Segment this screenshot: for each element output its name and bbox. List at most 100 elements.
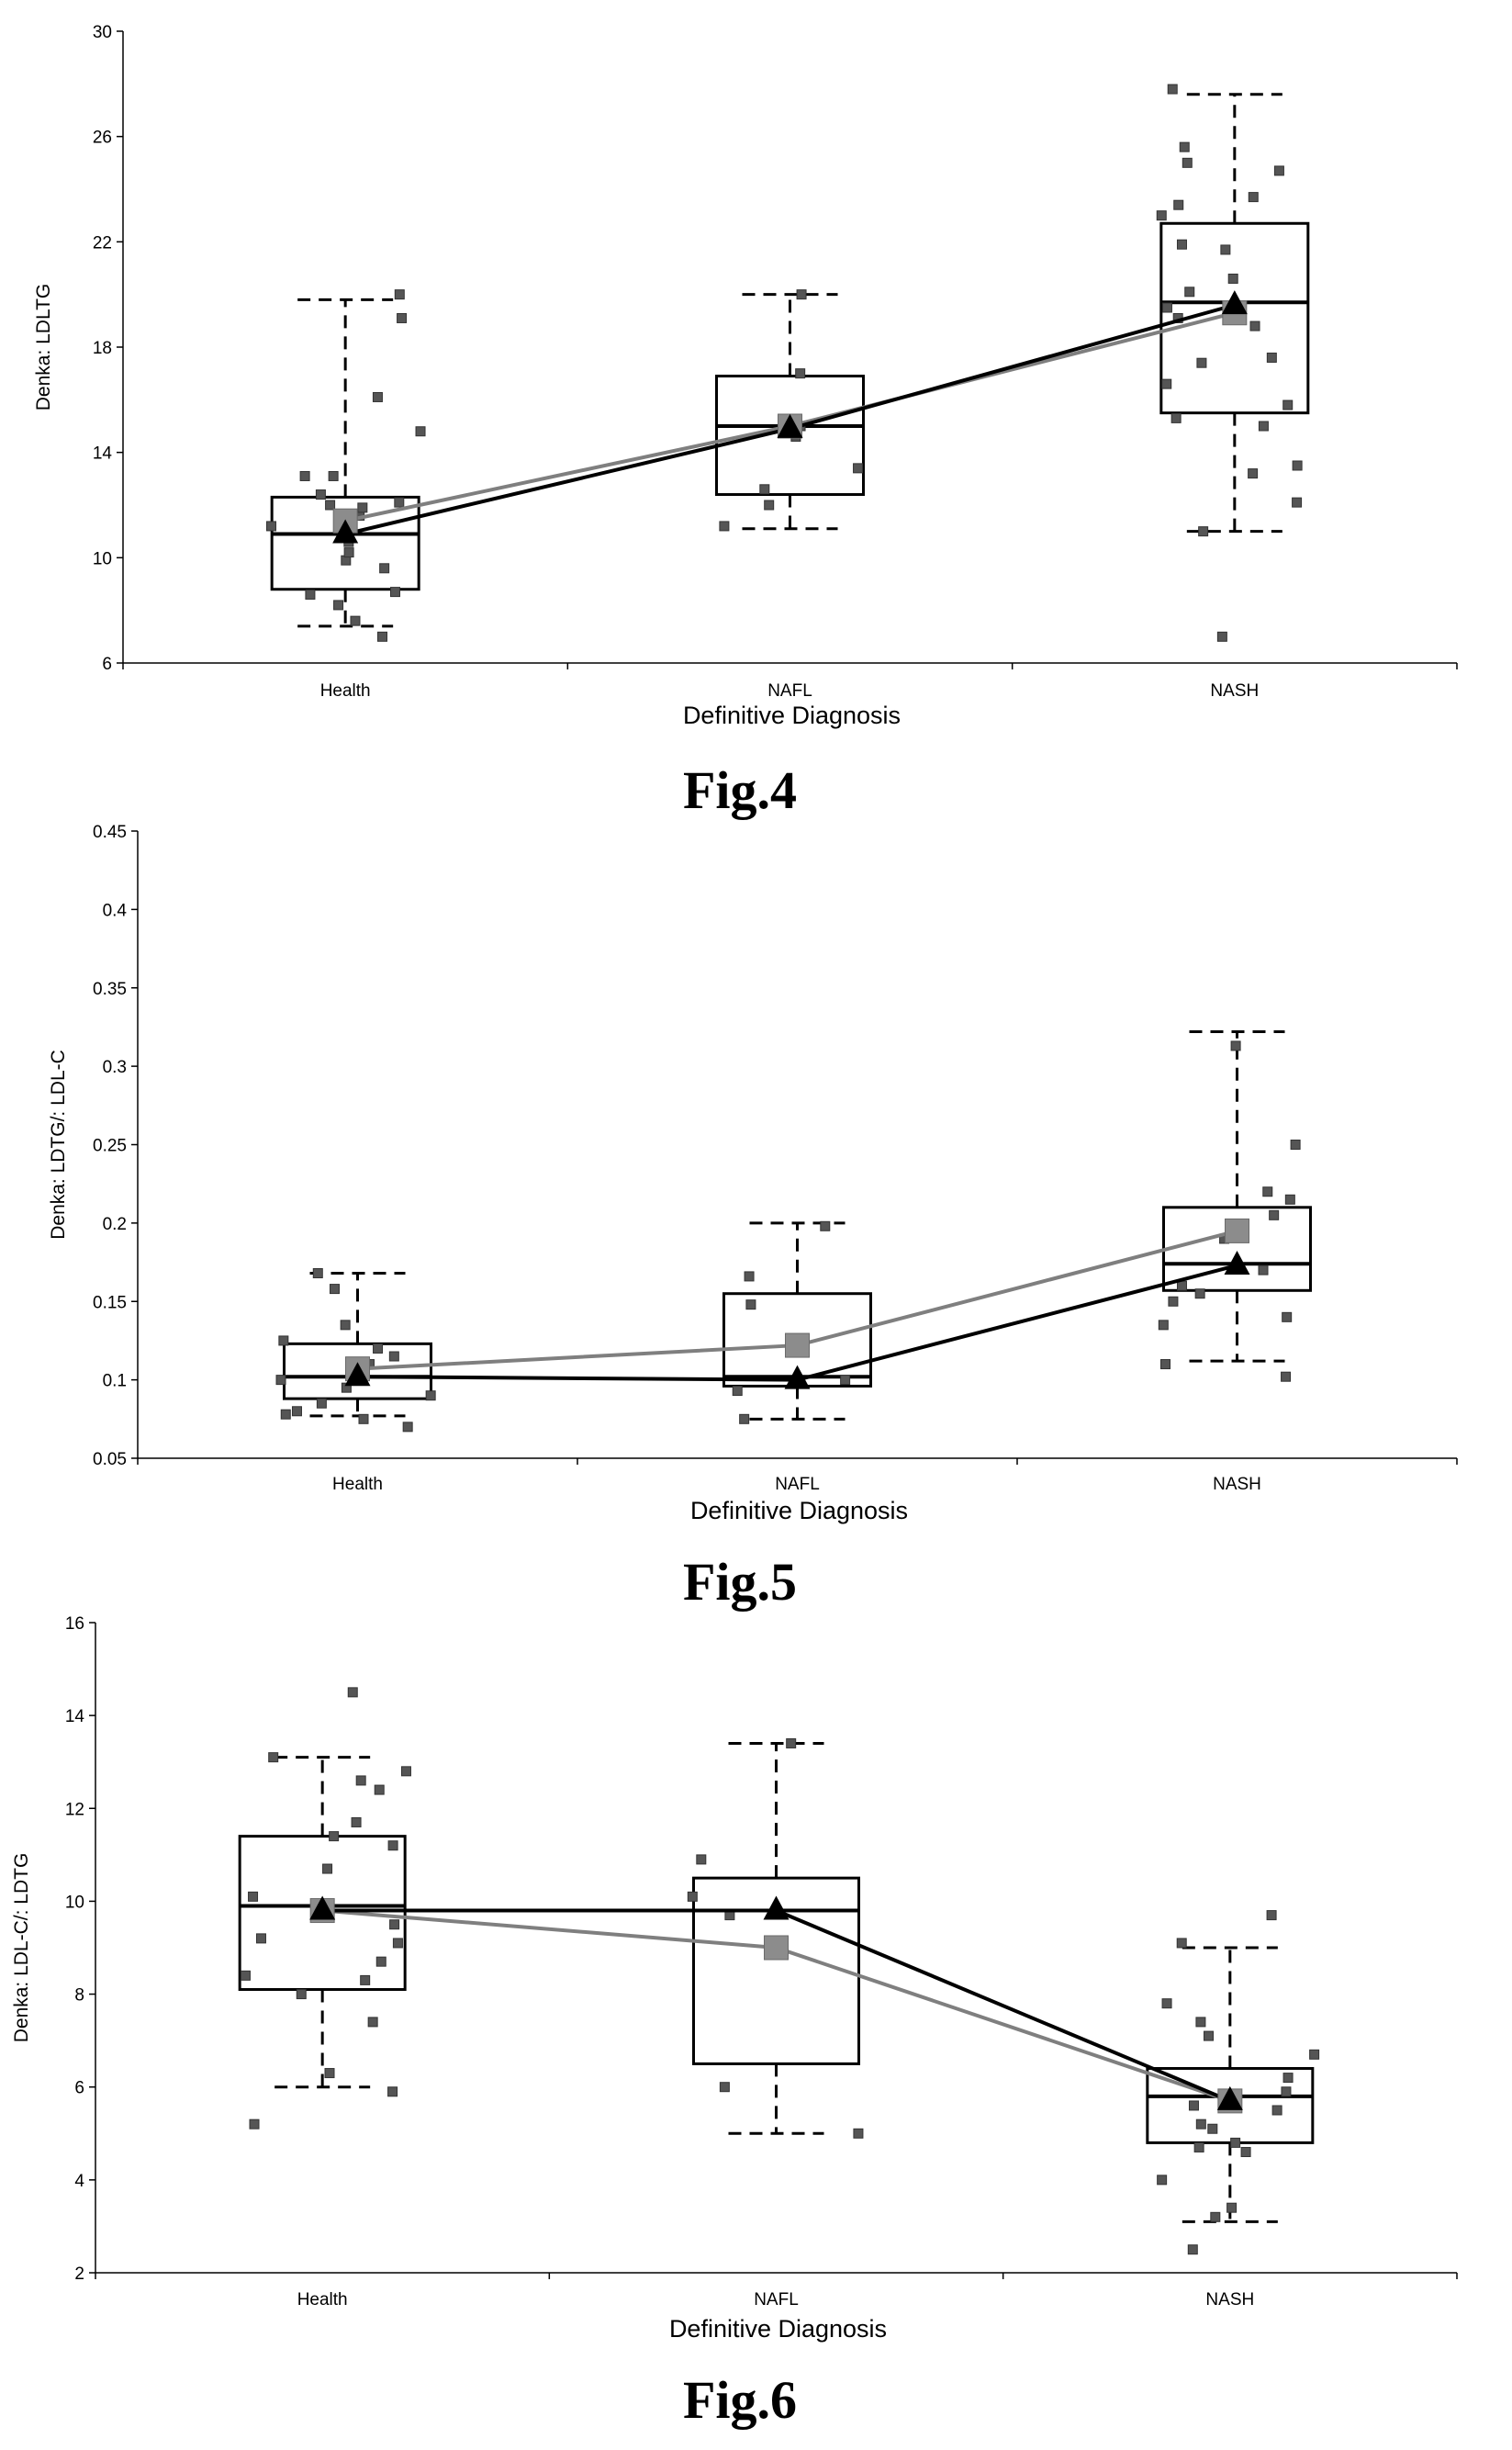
data-point: [374, 1784, 385, 1795]
y-axis-label: Denka: LDTG/: LDL-C: [48, 1050, 69, 1240]
y-tick-label: 0.45: [93, 823, 127, 842]
data-point: [340, 1320, 351, 1331]
x-axis-label: Definitive Diagnosis: [669, 2315, 887, 2343]
data-point: [1266, 1910, 1277, 1921]
data-point: [255, 1933, 266, 1944]
data-point: [372, 391, 383, 402]
data-point: [1216, 631, 1227, 642]
data-point: [328, 470, 339, 481]
data-point: [1226, 2202, 1238, 2213]
y-tick-label: 0.05: [93, 1450, 127, 1469]
data-point: [1284, 1194, 1295, 1205]
data-point: [1240, 2147, 1251, 2158]
box-iqr: [1146, 2066, 1315, 2144]
data-point: [786, 1737, 797, 1748]
y-tick-label: 0.25: [93, 1137, 127, 1156]
category-label: NASH: [1213, 1475, 1261, 1494]
data-point: [360, 1974, 371, 1985]
data-point: [402, 1422, 413, 1433]
triangle-marker: [763, 1895, 790, 1920]
y-tick-label: 6: [74, 2079, 84, 2098]
data-point: [299, 470, 310, 481]
y-tick-label: 0.4: [103, 901, 128, 920]
data-point: [820, 1220, 831, 1231]
data-point: [1161, 302, 1172, 313]
chart-3: 2 4 6 8 10 12 14 16 Health NAFL NASH Definitive Dia…: [11, 1614, 1458, 2430]
box-iqr: [715, 375, 865, 497]
category-label: NAFL: [775, 1475, 820, 1494]
data-point: [266, 521, 277, 532]
y-tick-label: 0.3: [103, 1058, 127, 1077]
data-point: [394, 497, 405, 508]
data-point: [1282, 1311, 1293, 1322]
data-point: [1173, 199, 1184, 210]
triangle-marker: [1221, 290, 1248, 315]
data-point: [1262, 1186, 1273, 1197]
data-point: [1195, 2017, 1206, 2028]
data-point: [357, 502, 368, 513]
category-label: Health: [320, 681, 371, 701]
chart-1: 6 10 14 18 22 26 30 Health NAFL NASH Definitive Di…: [33, 23, 1458, 820]
data-point: [397, 312, 408, 323]
x-axis-label: Definitive Diagnosis: [683, 702, 901, 729]
data-point: [1282, 2073, 1294, 2084]
box-nash: [1146, 1946, 1315, 2223]
data-point: [291, 1406, 302, 1417]
data-point: [315, 489, 326, 500]
data-point: [350, 615, 361, 626]
data-point: [1179, 141, 1190, 152]
data-point: [324, 2068, 335, 2079]
data-point: [1184, 287, 1195, 298]
y-tick-label: 0.35: [93, 980, 127, 999]
data-point: [1290, 1140, 1301, 1150]
data-point: [1210, 2211, 1221, 2222]
data-point: [719, 2082, 730, 2093]
y-tick-label: 16: [65, 1614, 84, 1634]
data-point: [387, 2086, 398, 2097]
data-point: [796, 289, 807, 300]
data-point: [853, 2128, 864, 2139]
x-axis-label: Definitive Diagnosis: [690, 1497, 908, 1524]
data-point: [379, 563, 390, 574]
data-point: [392, 1938, 403, 1949]
data-point: [305, 589, 316, 600]
data-point: [1170, 412, 1182, 423]
y-tick-label: 30: [93, 23, 112, 42]
data-point: [1188, 2100, 1199, 2111]
triangle-marker: [777, 413, 803, 438]
data-point: [1281, 1371, 1292, 1382]
data-point: [1281, 2086, 1292, 2097]
data-point: [275, 1375, 286, 1386]
data-point: [1167, 84, 1178, 95]
data-point: [1249, 320, 1260, 332]
data-point: [1157, 2175, 1168, 2186]
data-point: [1160, 1359, 1171, 1370]
data-point: [1182, 157, 1193, 168]
data-point: [696, 1854, 707, 1865]
data-point: [425, 1390, 436, 1401]
data-point: [1258, 421, 1269, 432]
y-tick-label: 18: [93, 339, 112, 358]
category-label: NASH: [1210, 681, 1259, 701]
data-point: [1204, 2030, 1215, 2041]
chart-2: 0.05 0.1 0.15 0.2 0.25 0.3 0.35 0.4 0.45 Health NA…: [48, 823, 1458, 1612]
box-iqr: [692, 1876, 860, 2065]
category-label: Health: [297, 2290, 348, 2310]
data-point: [296, 1989, 307, 2000]
box-iqr: [238, 1835, 407, 1992]
data-point: [347, 1687, 358, 1698]
data-point: [687, 1891, 698, 1902]
data-point: [1266, 352, 1277, 363]
data-point: [744, 1271, 755, 1282]
data-point: [1273, 165, 1284, 176]
data-point: [329, 1284, 340, 1295]
data-point: [343, 547, 354, 558]
data-point: [764, 500, 775, 511]
data-point: [1207, 2123, 1218, 2134]
data-point: [795, 368, 806, 379]
data-point: [1258, 1264, 1269, 1276]
y-tick-label: 14: [65, 1707, 85, 1726]
data-point: [248, 1891, 259, 1902]
